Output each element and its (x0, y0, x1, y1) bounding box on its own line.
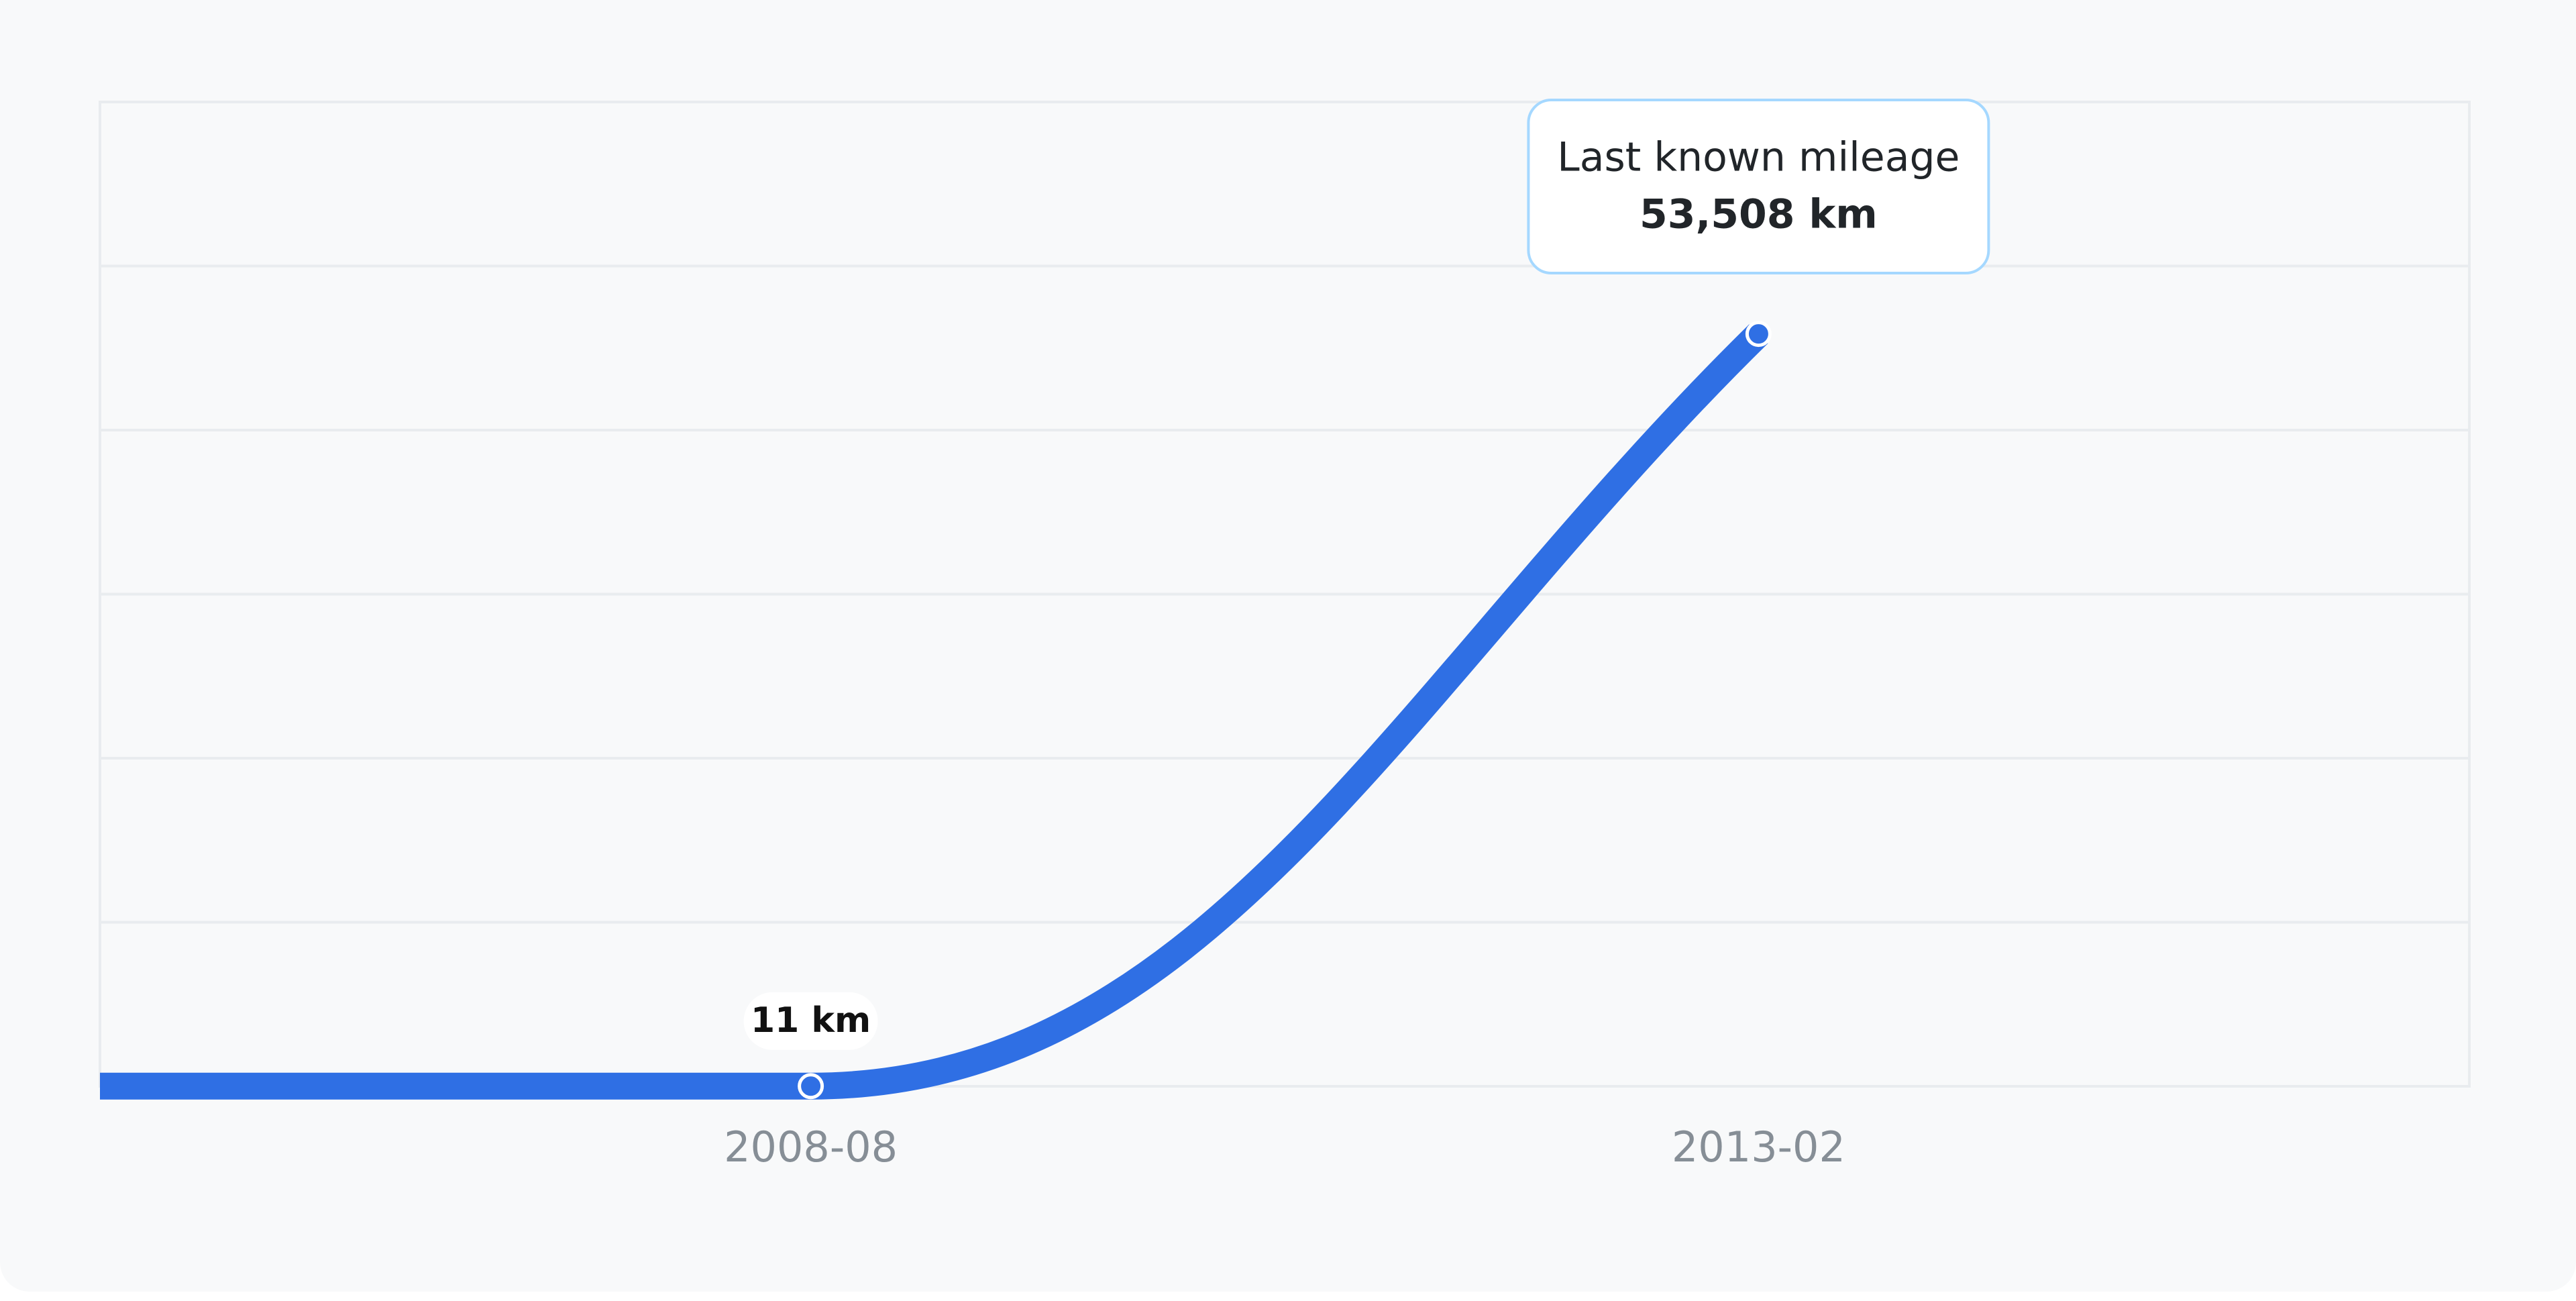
tooltip-box (1527, 99, 1990, 274)
mileage-line (810, 324, 1768, 1100)
value-label: 11 km (751, 1000, 871, 1041)
tooltip-value: 53,508 km (1640, 191, 1878, 238)
data-point (798, 1073, 824, 1100)
x-tick-label: 2013-02 (1672, 1123, 1845, 1172)
data-point (1745, 321, 1772, 348)
value-label-bg (743, 992, 878, 1050)
x-tick-label: 2008-08 (724, 1123, 898, 1172)
tooltip-title: Last known mileage (1557, 134, 1960, 181)
